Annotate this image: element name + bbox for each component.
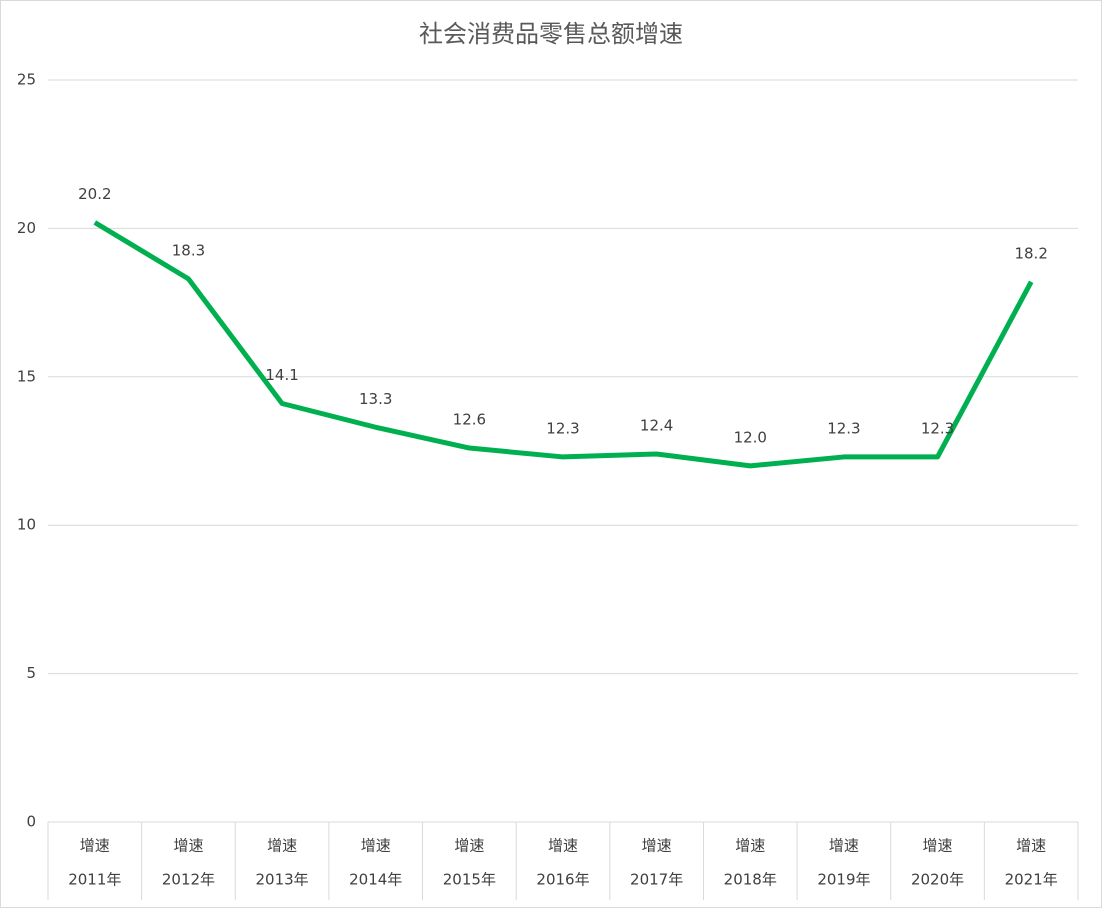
x-tick-label: 2015年 <box>443 871 496 889</box>
x-tick-label: 2011年 <box>68 871 121 889</box>
data-label: 12.4 <box>640 416 673 434</box>
x-group-label: 增速 <box>642 837 672 855</box>
data-label: 12.6 <box>453 411 486 429</box>
x-tick-label: 2013年 <box>255 871 308 889</box>
x-group-label: 增速 <box>829 837 859 855</box>
x-group-label: 增速 <box>923 837 953 855</box>
x-group-label: 增速 <box>454 837 484 855</box>
y-tick-label: 20 <box>17 219 36 237</box>
data-label: 18.3 <box>172 241 205 259</box>
x-group-label: 增速 <box>361 837 391 855</box>
x-group-label: 增速 <box>173 837 203 855</box>
data-label: 12.3 <box>827 419 860 437</box>
series-line <box>93 220 1034 469</box>
data-label: 20.2 <box>78 185 111 203</box>
data-label: 13.3 <box>359 390 392 408</box>
y-tick-label: 25 <box>17 71 36 89</box>
x-tick-label: 2018年 <box>724 871 777 889</box>
data-label: 14.1 <box>265 366 298 384</box>
chart-title: 社会消费品零售总额增速 <box>419 20 683 48</box>
y-tick-label: 15 <box>17 367 36 385</box>
x-tick-label: 2012年 <box>162 871 215 889</box>
data-label: 12.3 <box>921 419 954 437</box>
x-group-label: 增速 <box>267 837 297 855</box>
data-label: 18.2 <box>1014 244 1047 262</box>
y-tick-label: 10 <box>17 516 36 534</box>
x-tick-label: 2016年 <box>536 871 589 889</box>
x-group-label: 增速 <box>735 837 765 855</box>
x-tick-label: 2020年 <box>911 871 964 889</box>
y-tick-label: 5 <box>26 664 36 682</box>
x-group-label: 增速 <box>548 837 578 855</box>
x-tick-label: 2014年 <box>349 871 402 889</box>
x-tick-label: 2021年 <box>1005 871 1058 889</box>
x-tick-label: 2017年 <box>630 871 683 889</box>
x-group-label: 增速 <box>1016 837 1046 855</box>
data-label: 12.0 <box>734 428 767 446</box>
data-label: 12.3 <box>546 419 579 437</box>
y-tick-label: 0 <box>26 813 36 831</box>
x-group-label: 增速 <box>80 837 110 855</box>
x-tick-label: 2019年 <box>817 871 870 889</box>
